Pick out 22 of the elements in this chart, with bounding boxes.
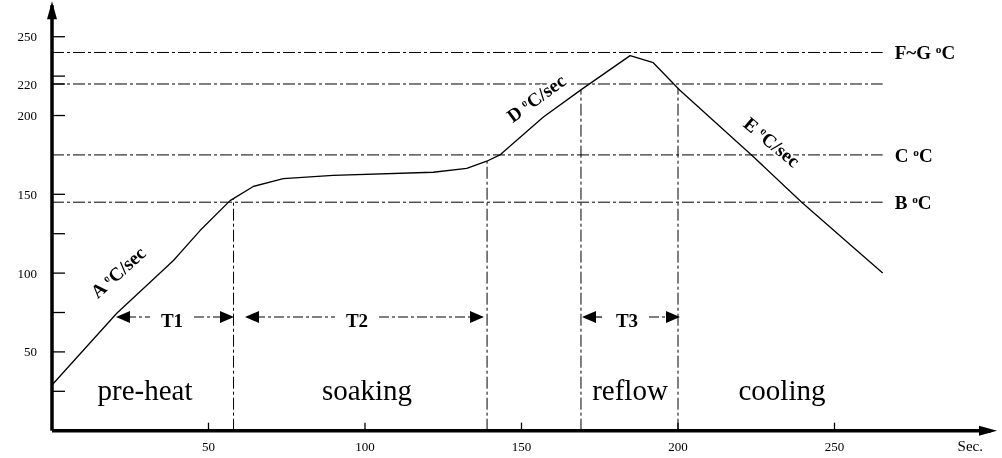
y-tick-label: 250 [17, 29, 37, 45]
ref-line-label: C $^{o}$C [894, 144, 933, 166]
x-tick-label: 100 [355, 438, 375, 454]
annotation: T2 [345, 310, 369, 332]
y-tick-label: 100 [17, 265, 37, 281]
y-tick-label: 220 [17, 76, 37, 92]
annotation: reflow [592, 374, 668, 406]
x-tick-label: 250 [824, 438, 845, 454]
x-tick-label: 200 [668, 438, 688, 454]
annotation: T3 [615, 310, 639, 332]
annotation: T1 [160, 310, 184, 332]
x-tick-label: 150 [511, 438, 532, 454]
ref-line-label: B $^{o}$C [894, 191, 932, 213]
annotation: soaking [321, 374, 413, 406]
x-tick-label: 50 [202, 438, 215, 454]
x-axis-title: Sec. [957, 437, 983, 454]
y-tick-label: 50 [24, 344, 37, 360]
ref-line-label: F~G $^{o}$C [894, 42, 956, 64]
y-tick-label: 200 [17, 108, 37, 124]
y-tick-label: 150 [17, 186, 37, 202]
annotation: cooling [738, 374, 826, 406]
annotation: pre-heat [97, 374, 193, 406]
